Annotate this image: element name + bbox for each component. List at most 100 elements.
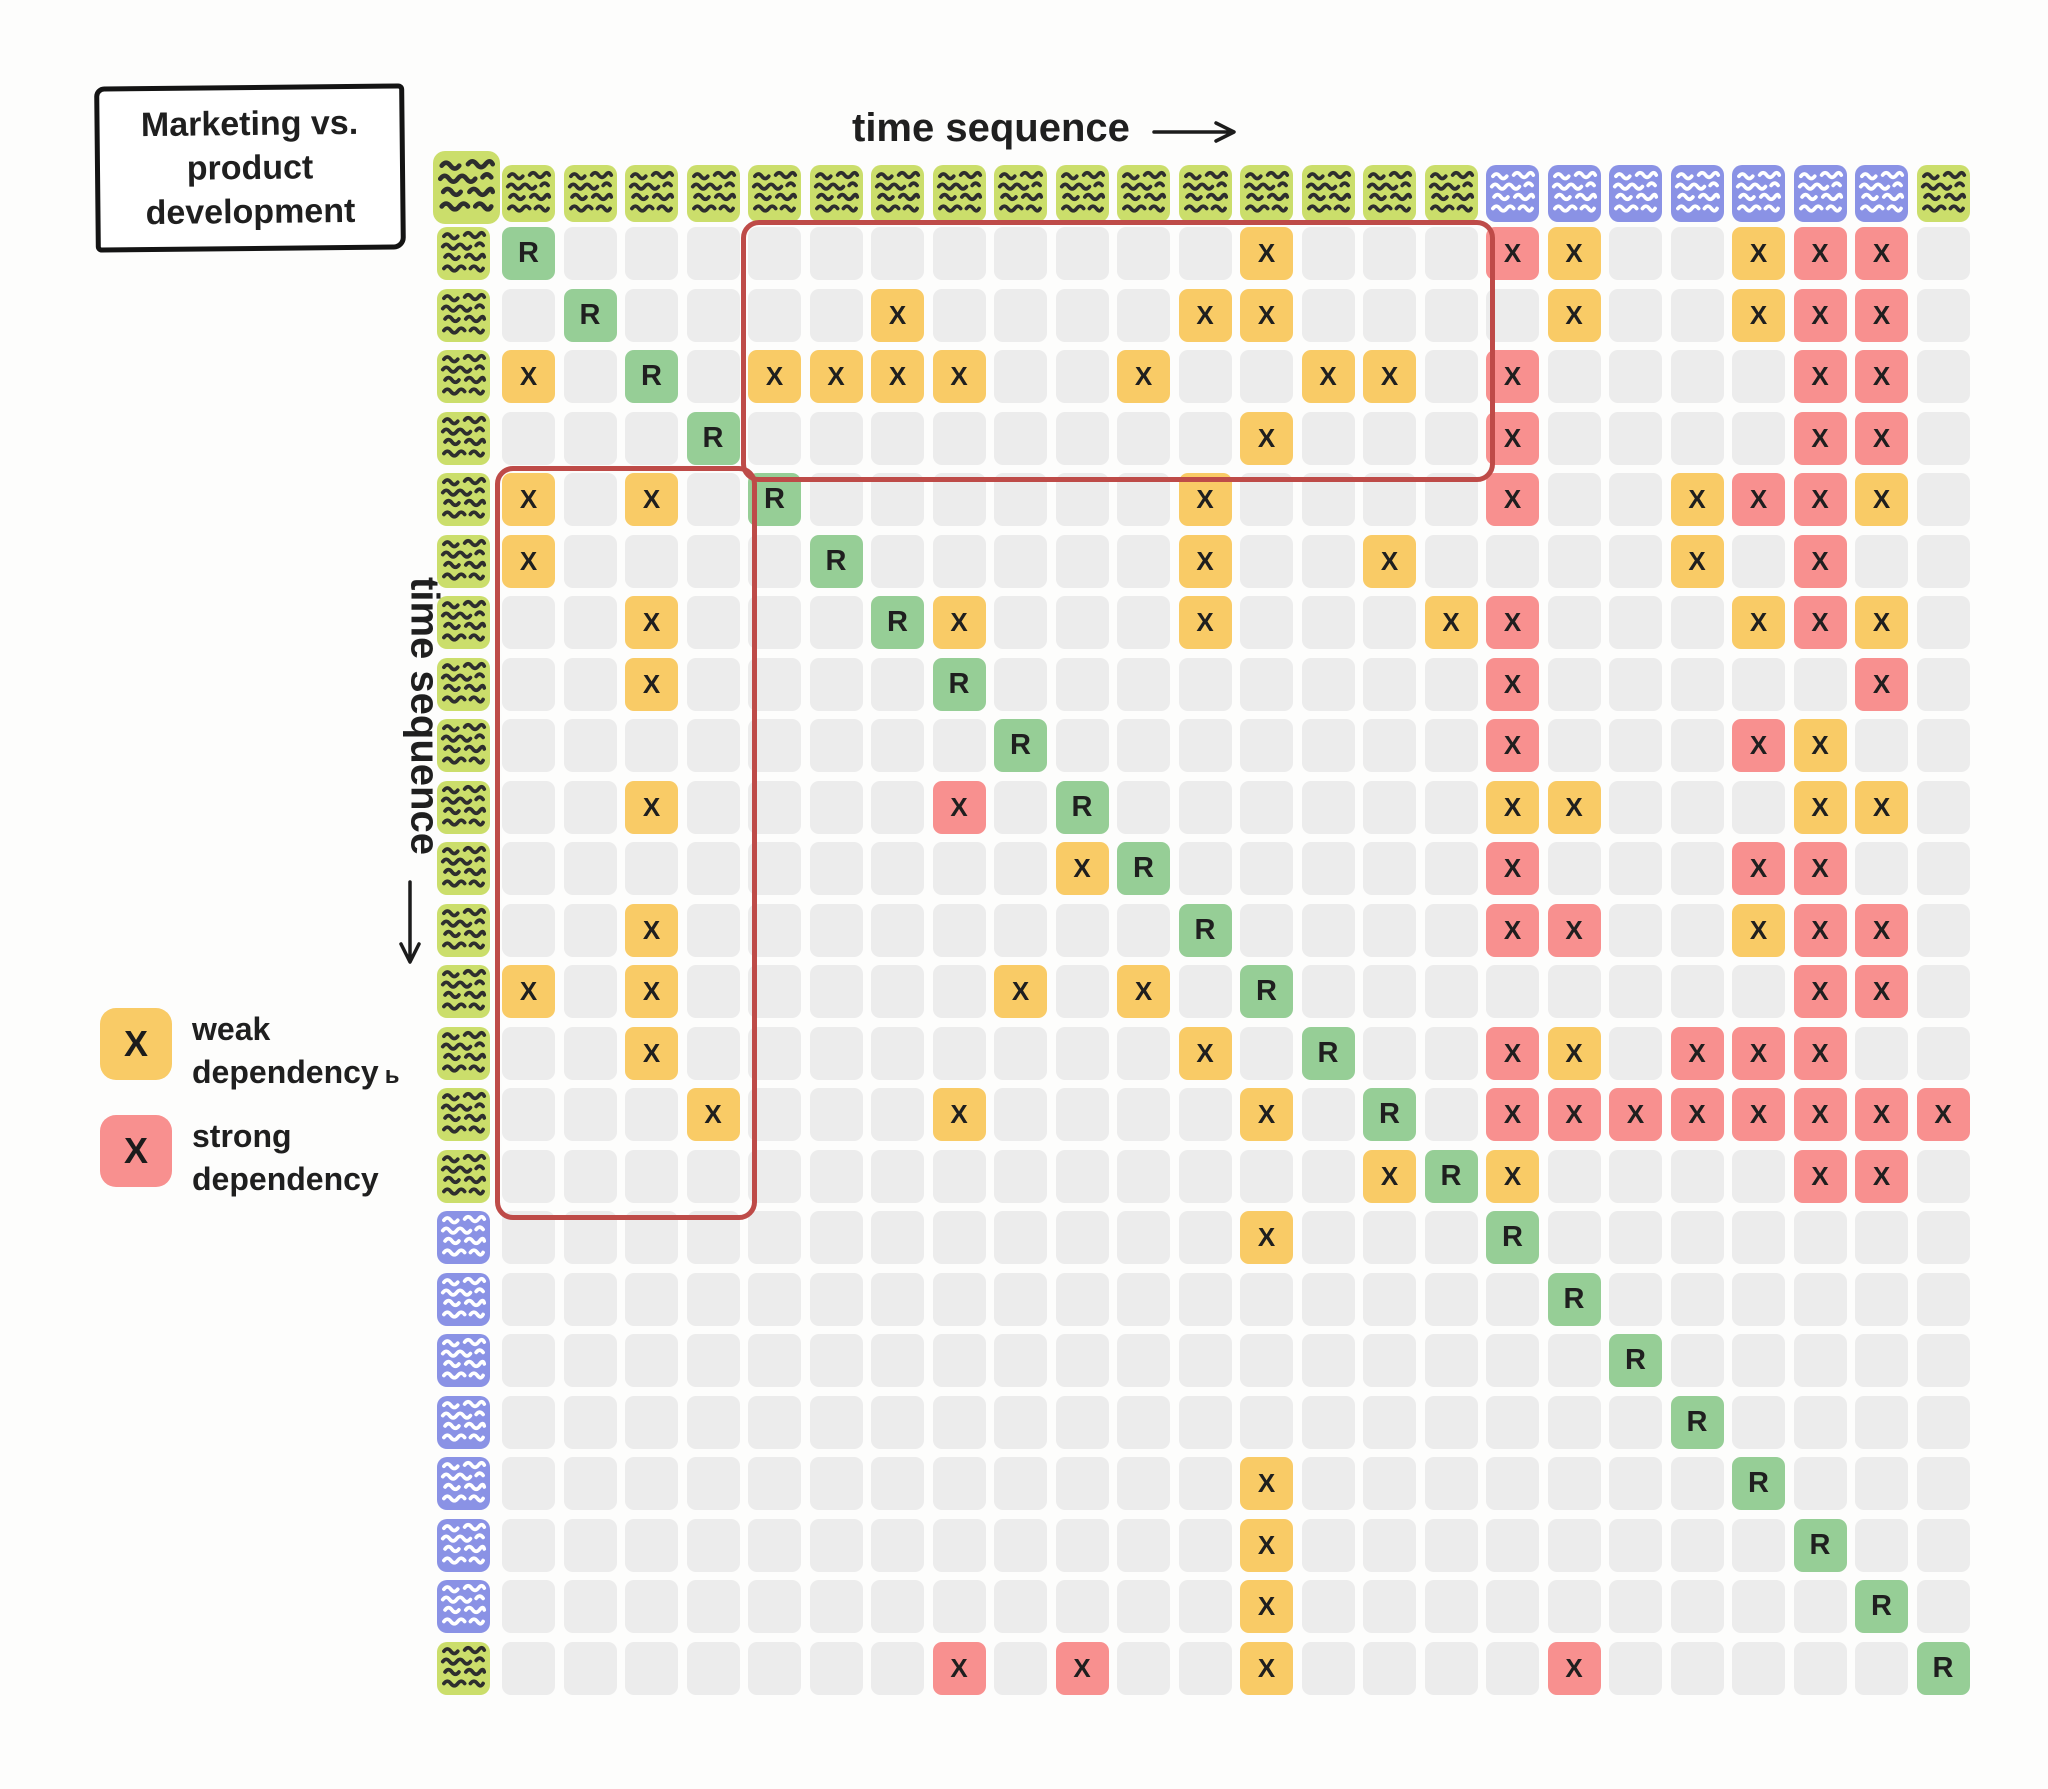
matrix-cell: [1793, 1334, 1847, 1387]
matrix-cell: X: [1793, 965, 1847, 1018]
matrix-cell: [1301, 1211, 1355, 1264]
matrix-cell: X: [1855, 1149, 1908, 1203]
matrix-cell: [809, 288, 863, 342]
matrix-cell: [932, 288, 986, 342]
row-header-icon: [437, 1580, 490, 1633]
matrix-cell: [1670, 1641, 1724, 1695]
matrix-cell: X: [1732, 1026, 1785, 1080]
matrix-cell: [1855, 842, 1908, 895]
matrix-cell: [748, 288, 801, 342]
matrix-cell: [1486, 1272, 1539, 1326]
matrix-cell: [1670, 1580, 1724, 1633]
matrix-cell: [1486, 1334, 1539, 1387]
scribble-text-icon: [440, 1276, 487, 1319]
row-header-icon: [437, 1272, 490, 1326]
matrix-cell: X: [748, 350, 801, 403]
matrix-cell: [1301, 1395, 1355, 1449]
matrix-cell: [994, 473, 1047, 526]
matrix-cell: [748, 596, 801, 649]
matrix-cell: [809, 1149, 863, 1203]
matrix-cell: X: [1916, 1088, 1970, 1141]
matrix-cell: [1240, 842, 1293, 895]
matrix-cell: [1363, 842, 1416, 895]
matrix-cell: [1178, 1518, 1232, 1572]
column-header-icon: [1424, 165, 1478, 222]
matrix-cell: [1055, 227, 1109, 280]
matrix-cell: [1916, 1272, 1970, 1326]
matrix-cell: [748, 534, 801, 588]
matrix-cell: X: [1486, 227, 1539, 280]
column-header-icon: [1178, 165, 1232, 222]
matrix-cell: [563, 1641, 617, 1695]
matrix-cell: [932, 1334, 986, 1387]
matrix-cell: [932, 534, 986, 588]
matrix-cell: [1178, 1580, 1232, 1633]
matrix-cell: [1301, 1580, 1355, 1633]
matrix-cell: [809, 1026, 863, 1080]
matrix-cell: [1301, 903, 1355, 957]
matrix-cell: [1609, 288, 1662, 342]
matrix-cell: [871, 1580, 924, 1633]
matrix-cell: [625, 1457, 678, 1510]
scribble-text-icon: [874, 170, 921, 213]
matrix-cell: [871, 1641, 924, 1695]
matrix-cell: [1424, 1641, 1478, 1695]
matrix-cell: X: [1670, 1088, 1724, 1141]
matrix-cell: X: [625, 473, 678, 526]
scribble-text-icon: [440, 1645, 487, 1688]
matrix-cell: X: [502, 965, 555, 1018]
matrix-cell: [1117, 903, 1170, 957]
matrix-cell: [1732, 1395, 1785, 1449]
row-header-icon: [437, 1395, 490, 1449]
matrix-cell: [1547, 534, 1601, 588]
column-header-icon: [1793, 165, 1847, 222]
matrix-cell: [871, 1457, 924, 1510]
matrix-cell: [1117, 1580, 1170, 1633]
matrix-cell: X: [625, 1026, 678, 1080]
column-header-icon: [1732, 165, 1785, 222]
matrix-cell: [1916, 227, 1970, 280]
matrix-cell: [1732, 1211, 1785, 1264]
matrix-cell: [809, 1580, 863, 1633]
matrix-cell: [1855, 1518, 1908, 1572]
matrix-cell: [1301, 1334, 1355, 1387]
weak-x-mark: X: [123, 1023, 148, 1064]
matrix-cell: [932, 1395, 986, 1449]
scribble-text-icon: [936, 170, 982, 213]
column-header-icon: [625, 165, 678, 222]
row-header-icon: [437, 288, 490, 342]
matrix-cell: [748, 965, 801, 1018]
matrix-cell: X: [1486, 1149, 1539, 1203]
matrix-cell: [1547, 596, 1601, 649]
scribble-text-icon: [440, 230, 487, 273]
matrix-cell: [1732, 1580, 1785, 1633]
matrix-cell: [1732, 534, 1785, 588]
matrix-cell: X: [1793, 534, 1847, 588]
matrix-cell: [1486, 1580, 1539, 1633]
matrix-cell: [1424, 411, 1478, 465]
matrix-cell: [809, 411, 863, 465]
matrix-cell: X: [871, 350, 924, 403]
matrix-cell: [1117, 227, 1170, 280]
matrix-cell: X: [1486, 657, 1539, 711]
matrix-cell: [1424, 1395, 1478, 1449]
matrix-cell: [1916, 1334, 1970, 1387]
matrix-cell: [1240, 1395, 1293, 1449]
legend-weak-tile: X: [100, 1008, 172, 1080]
matrix-cell: [932, 965, 986, 1018]
matrix-cell: [686, 965, 740, 1018]
matrix-cell: [1178, 1334, 1232, 1387]
matrix-cell: [871, 1395, 924, 1449]
matrix-cell: [686, 1518, 740, 1572]
matrix-cell: X: [1732, 473, 1785, 526]
matrix-cell: R: [1916, 1641, 1970, 1695]
column-header-icon: [1916, 165, 1970, 222]
matrix-cell: [1916, 1211, 1970, 1264]
matrix-cell: X: [1855, 903, 1908, 957]
matrix-cell: [1117, 1149, 1170, 1203]
matrix-cell: [502, 719, 555, 772]
matrix-cell: [1609, 1580, 1662, 1633]
matrix-cell: X: [1793, 473, 1847, 526]
matrix-cell: [1424, 473, 1478, 526]
matrix-cell: [748, 719, 801, 772]
